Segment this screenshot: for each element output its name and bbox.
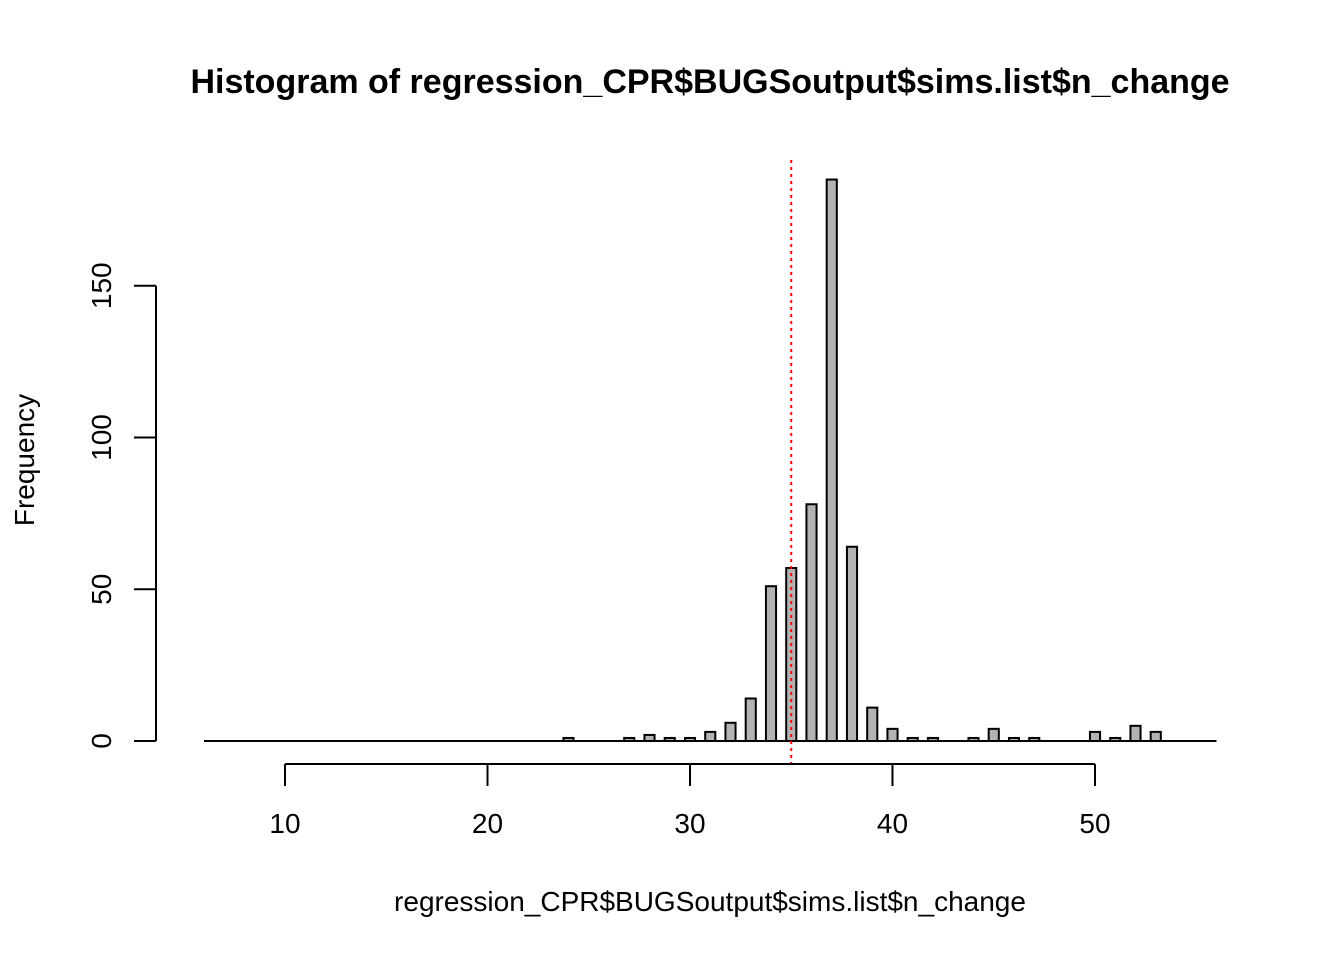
histogram-bar xyxy=(623,736,636,743)
y-tick-label: 0 xyxy=(86,733,117,749)
histogram-bar xyxy=(1109,736,1122,743)
histogram-bar xyxy=(764,585,778,743)
histogram-bar xyxy=(562,736,575,743)
y-axis: 0 50 100 150 xyxy=(86,262,157,749)
x-tick-label: 20 xyxy=(472,808,503,839)
histogram-bar xyxy=(1149,730,1162,743)
y-axis-label: Frequency xyxy=(9,394,40,526)
histogram-bar xyxy=(1007,736,1021,743)
histogram-bar xyxy=(724,721,737,742)
histogram-bar xyxy=(926,736,940,743)
x-tick-label: 30 xyxy=(674,808,705,839)
x-tick-label: 40 xyxy=(877,808,908,839)
histogram-bar xyxy=(805,503,818,742)
histogram-bar xyxy=(683,736,697,743)
y-tick-label: 100 xyxy=(86,414,117,461)
y-tick-label: 50 xyxy=(86,574,117,605)
histogram-bar xyxy=(987,727,1000,742)
plot-area xyxy=(204,160,1217,765)
histogram-bar xyxy=(1088,730,1102,743)
chart-title: Histogram of regression_CPR$BUGSoutput$s… xyxy=(190,63,1229,101)
x-axis: 10 20 30 40 50 xyxy=(269,763,1111,839)
histogram-bar xyxy=(744,697,757,743)
histogram-bar xyxy=(1129,724,1142,743)
x-axis-label: regression_CPR$BUGSoutput$sims.list$n_ch… xyxy=(394,886,1026,917)
histogram-bar xyxy=(845,545,859,743)
histogram-bar xyxy=(825,178,838,742)
histogram-bar xyxy=(906,736,919,743)
histogram-bar xyxy=(643,733,656,742)
histogram-bar xyxy=(866,706,879,742)
x-tick-label: 10 xyxy=(269,808,300,839)
histogram-bar xyxy=(967,736,980,743)
x-tick-label: 50 xyxy=(1079,808,1110,839)
y-tick-label: 150 xyxy=(86,262,117,309)
histogram-bar xyxy=(1028,736,1041,743)
histogram-bar xyxy=(886,727,899,742)
histogram-bar xyxy=(704,730,717,743)
histogram-bar xyxy=(663,736,676,743)
